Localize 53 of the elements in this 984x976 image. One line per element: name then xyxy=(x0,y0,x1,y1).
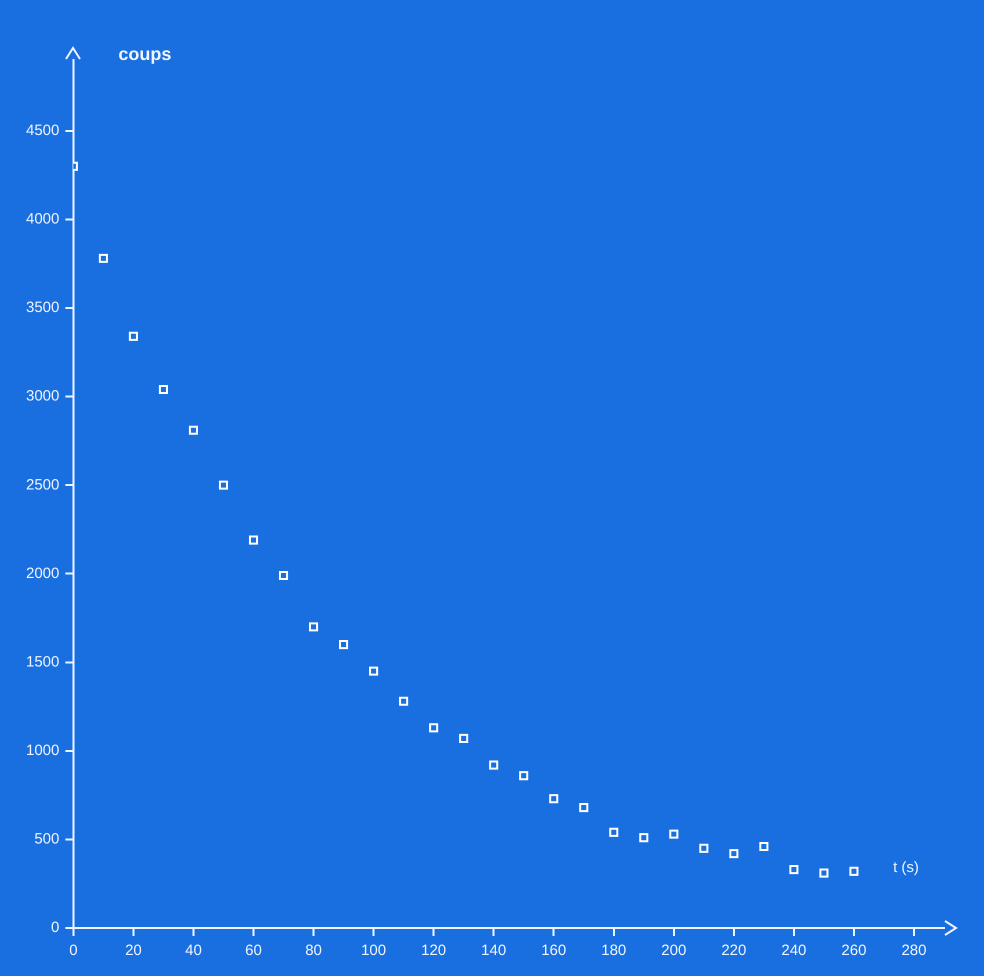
y-tick-label: 1000 xyxy=(26,742,60,759)
x-tick-label: 40 xyxy=(185,942,202,960)
x-tick-label: 280 xyxy=(901,942,926,960)
x-tick-label: 0 xyxy=(69,942,78,960)
point xyxy=(759,842,768,852)
y-tick-label: 2500 xyxy=(26,476,60,494)
point xyxy=(609,828,618,837)
x-axis-title: t (s) xyxy=(893,859,919,876)
y-tick-label: 3000 xyxy=(26,388,60,405)
point xyxy=(639,833,648,842)
point xyxy=(339,640,348,650)
y-tick-label: 4000 xyxy=(26,210,60,228)
point xyxy=(188,426,198,435)
y-tick-label: 1500 xyxy=(26,653,60,670)
point xyxy=(489,760,498,770)
point xyxy=(278,570,288,580)
point xyxy=(729,849,738,858)
point xyxy=(789,865,798,874)
x-tick-label: 180 xyxy=(601,942,626,960)
x-tick-label: 260 xyxy=(841,942,866,960)
x-tick-label: 20 xyxy=(125,942,142,960)
point xyxy=(819,868,828,878)
x-tick-label: 160 xyxy=(541,942,566,960)
point xyxy=(128,332,138,341)
point xyxy=(399,696,408,706)
y-tick-label: 2000 xyxy=(26,564,60,582)
point xyxy=(699,844,708,853)
x-tick-label: 200 xyxy=(661,942,686,960)
x-tick-label: 80 xyxy=(305,942,322,960)
y-tick-label: 3500 xyxy=(26,299,60,316)
point xyxy=(429,723,438,732)
y-tick-label: 4500 xyxy=(26,122,60,139)
point xyxy=(309,622,318,632)
x-tick-label: 60 xyxy=(245,942,262,960)
point xyxy=(369,666,378,676)
point xyxy=(248,536,258,545)
point xyxy=(98,254,108,263)
y-tick-label: 0 xyxy=(51,919,60,936)
point xyxy=(218,480,228,490)
point xyxy=(579,803,588,812)
point xyxy=(459,734,468,743)
point xyxy=(549,794,558,804)
x-tick-label: 100 xyxy=(361,942,386,960)
y-tick-label: 500 xyxy=(34,830,60,848)
point xyxy=(669,830,678,839)
y-axis-title: coups xyxy=(118,44,172,64)
point xyxy=(158,384,168,394)
point xyxy=(849,866,858,876)
x-tick-label: 240 xyxy=(781,942,806,960)
point xyxy=(519,771,528,780)
x-tick-label: 120 xyxy=(421,942,446,960)
x-tick-label: 220 xyxy=(721,942,746,960)
x-tick-label: 140 xyxy=(481,942,506,960)
